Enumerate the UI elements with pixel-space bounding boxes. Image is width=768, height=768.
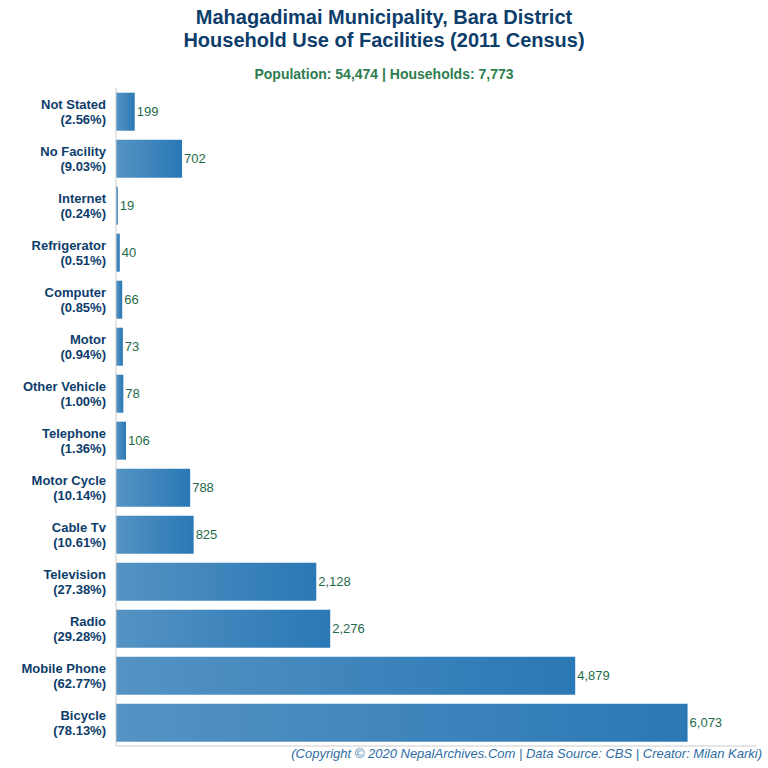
svg-text:Computer(0.85%): Computer(0.85%) xyxy=(45,285,106,315)
svg-text:825: 825 xyxy=(196,527,218,542)
svg-text:Telephone(1.36%): Telephone(1.36%) xyxy=(42,426,106,456)
svg-text:Television(27.38%): Television(27.38%) xyxy=(43,567,106,597)
svg-text:2,128: 2,128 xyxy=(318,574,351,589)
svg-text:Not Stated(2.56%): Not Stated(2.56%) xyxy=(41,97,106,127)
html-text:Population: 54,474 | Household: Population: 54,474 | Households: 7,773 xyxy=(254,66,514,82)
html-text:Household Use of Facilities (2: Household Use of Facilities (2011 Census… xyxy=(183,29,585,51)
svg-text:Cable Tv(10.61%): Cable Tv(10.61%) xyxy=(52,520,107,550)
svg-text:199: 199 xyxy=(137,104,159,119)
svg-text:No Facility(9.03%): No Facility(9.03%) xyxy=(40,144,107,174)
svg-text:702: 702 xyxy=(184,151,206,166)
svg-text:78: 78 xyxy=(125,386,139,401)
svg-text:788: 788 xyxy=(192,480,214,495)
svg-text:4,879: 4,879 xyxy=(577,668,610,683)
svg-text:Other Vehicle(1.00%): Other Vehicle(1.00%) xyxy=(23,379,106,409)
svg-text:Mobile Phone(62.77%): Mobile Phone(62.77%) xyxy=(22,661,107,691)
svg-text:19: 19 xyxy=(120,198,134,213)
svg-text:6,073: 6,073 xyxy=(690,715,723,730)
svg-text:Radio(29.28%): Radio(29.28%) xyxy=(53,614,106,644)
html-text:(Copyright © 2020 NepalArchive: (Copyright © 2020 NepalArchives.Com | Da… xyxy=(291,746,762,761)
svg-text:2,276: 2,276 xyxy=(332,621,365,636)
svg-text:66: 66 xyxy=(124,292,138,307)
svg-text:Motor Cycle(10.14%): Motor Cycle(10.14%) xyxy=(32,473,106,503)
svg-text:40: 40 xyxy=(122,245,136,260)
svg-text:Refrigerator(0.51%): Refrigerator(0.51%) xyxy=(32,238,106,268)
svg-text:106: 106 xyxy=(128,433,150,448)
svg-text:Motor(0.94%): Motor(0.94%) xyxy=(60,332,106,362)
svg-text:Bicycle(78.13%): Bicycle(78.13%) xyxy=(53,708,106,738)
svg-text:73: 73 xyxy=(125,339,139,354)
html-text:Mahagadimai Municipality, Bara: Mahagadimai Municipality, Bara District xyxy=(195,6,573,28)
svg-text:Internet(0.24%): Internet(0.24%) xyxy=(58,191,106,221)
